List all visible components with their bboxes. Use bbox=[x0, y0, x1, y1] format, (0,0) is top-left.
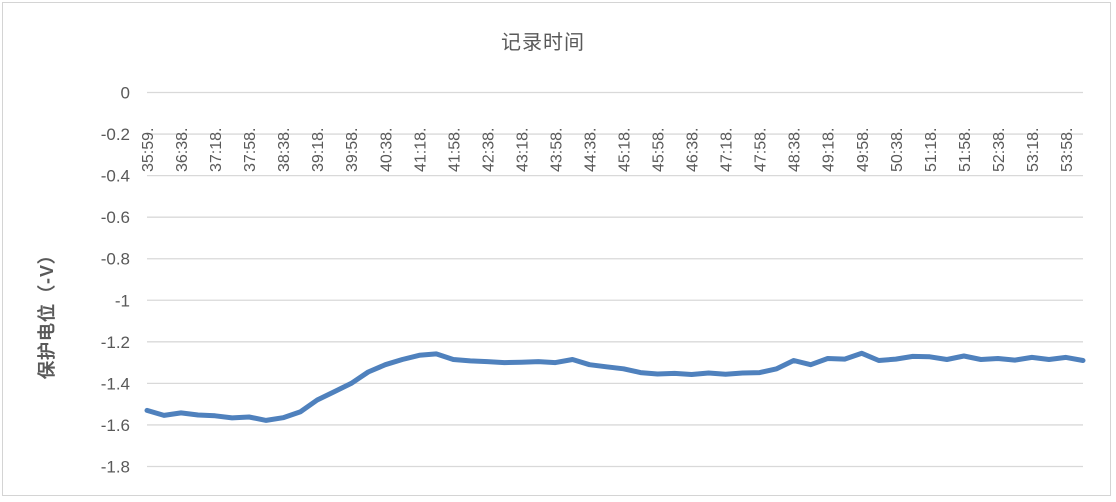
x-tick-label: 49:58. bbox=[855, 128, 872, 172]
x-tick-label: 39:58. bbox=[344, 128, 361, 172]
x-tick-label: 47:58. bbox=[753, 128, 770, 172]
y-tick-label: -0.2 bbox=[101, 125, 130, 144]
x-tick-label: 40:38. bbox=[378, 128, 395, 172]
x-tick-label: 41:18. bbox=[412, 128, 429, 172]
x-tick-label: 50:38. bbox=[889, 128, 906, 172]
x-tick-label: 42:38. bbox=[480, 128, 497, 172]
y-tick-label: -1.6 bbox=[101, 416, 130, 435]
x-tick-label: 41:58. bbox=[446, 128, 463, 172]
x-tick-label: 43:58. bbox=[548, 128, 565, 172]
y-tick-label: -1.4 bbox=[101, 374, 130, 393]
x-tick-label: 36:38. bbox=[174, 128, 191, 172]
x-tick-label: 51:58. bbox=[957, 128, 974, 172]
y-tick-label: -1.2 bbox=[101, 333, 130, 352]
x-tick-label: 53:18. bbox=[1025, 128, 1042, 172]
y-tick-label: -0.8 bbox=[101, 250, 130, 269]
x-tick-label: 43:18. bbox=[514, 128, 531, 172]
x-tick-label: 48:38. bbox=[787, 128, 804, 172]
x-tick-label: 45:58. bbox=[651, 128, 668, 172]
x-tick-label: 44:38. bbox=[582, 128, 599, 172]
y-tick-label: -1 bbox=[115, 291, 130, 310]
x-tick-label: 39:18. bbox=[310, 128, 327, 172]
y-tick-label: -1.8 bbox=[101, 458, 130, 477]
y-tick-label: -0.4 bbox=[101, 167, 130, 186]
x-tick-label: 37:58. bbox=[242, 128, 259, 172]
x-tick-label: 35:59. bbox=[140, 128, 157, 172]
y-tick-label: 0 bbox=[121, 84, 130, 103]
x-tick-label: 45:18. bbox=[617, 128, 634, 172]
y-tick-label: -0.6 bbox=[101, 208, 130, 227]
x-tick-label: 47:18. bbox=[719, 128, 736, 172]
x-tick-label: 52:38. bbox=[991, 128, 1008, 172]
x-tick-label: 49:18. bbox=[821, 128, 838, 172]
chart-title: 记录时间 bbox=[501, 32, 585, 54]
x-tick-label: 38:38. bbox=[276, 128, 293, 172]
x-tick-label: 53:58. bbox=[1059, 128, 1076, 172]
x-tick-label: 37:18. bbox=[208, 128, 225, 172]
x-tick-label: 51:18. bbox=[923, 128, 940, 172]
x-tick-label: 46:38. bbox=[685, 128, 702, 172]
data-series-line bbox=[144, 350, 1086, 423]
